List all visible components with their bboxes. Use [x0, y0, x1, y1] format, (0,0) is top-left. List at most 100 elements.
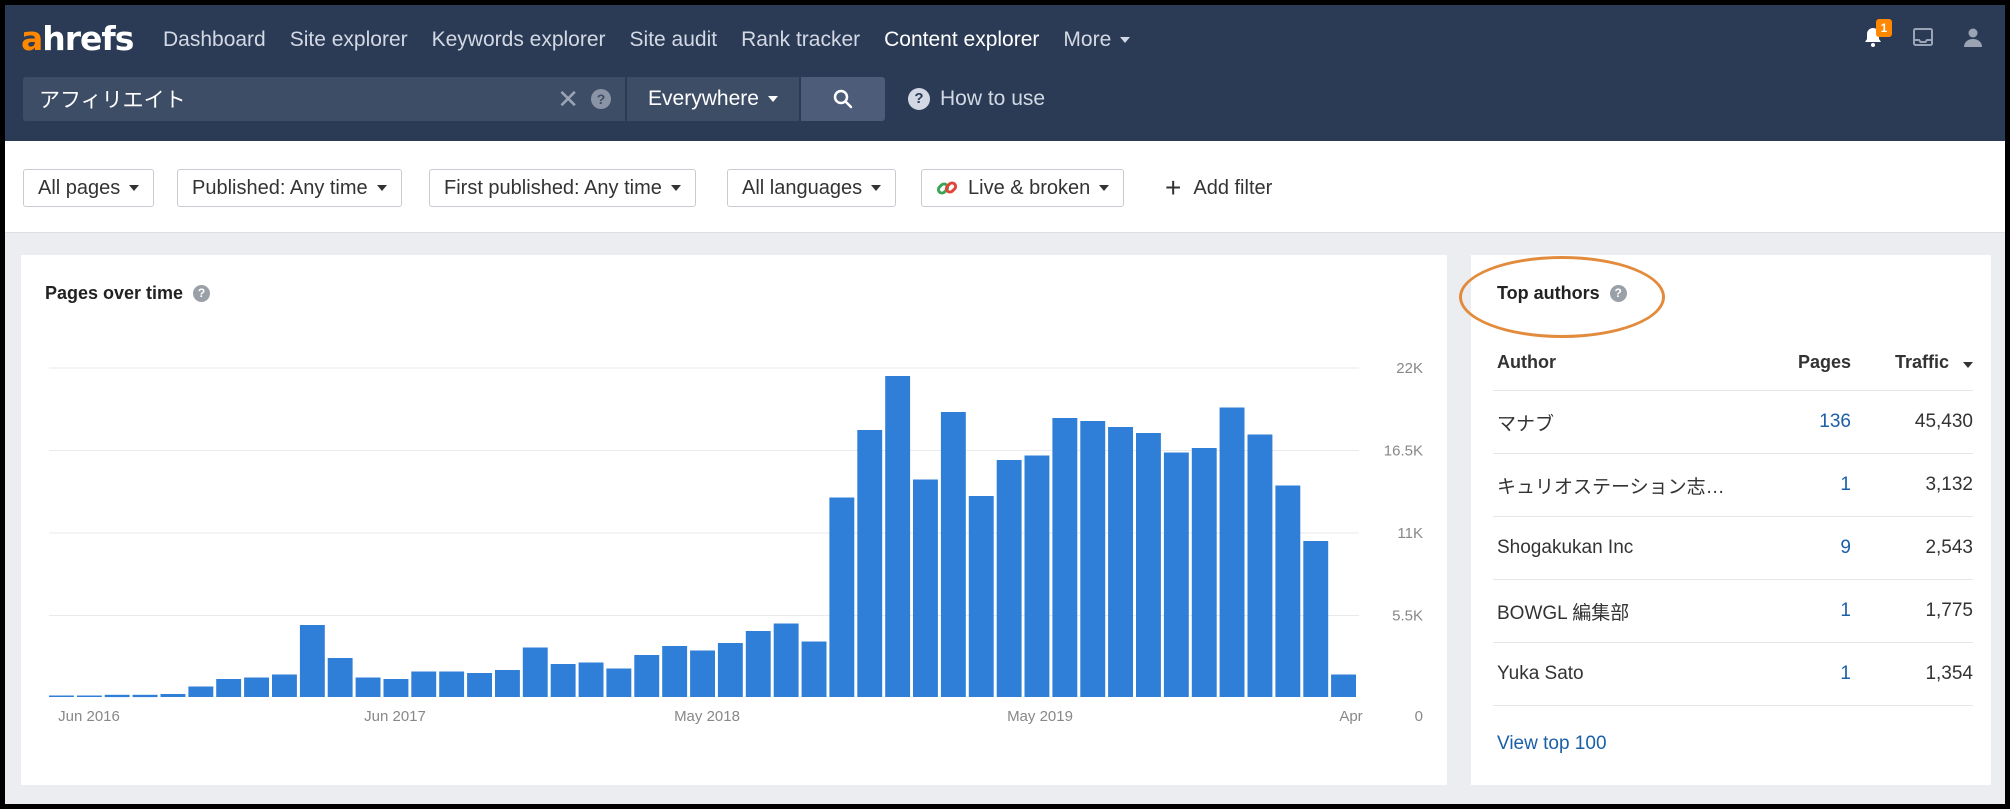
chart-bar[interactable] [690, 650, 715, 698]
add-filter-button[interactable]: + Add filter [1165, 169, 1272, 207]
chart-bar[interactable] [272, 674, 297, 698]
chart-bar[interactable] [188, 686, 214, 698]
filter-published-dropdown[interactable]: Published: Any time [177, 169, 402, 207]
chart-bar[interactable] [606, 668, 632, 698]
chart-bar[interactable] [439, 671, 465, 698]
author-pages[interactable]: 9 [1840, 537, 1851, 558]
chart-bar[interactable] [1108, 427, 1133, 697]
chart-bar[interactable] [132, 694, 158, 698]
chart-bar[interactable] [968, 496, 994, 697]
search-scope-dropdown[interactable]: Everywhere [627, 77, 799, 121]
chart-bar[interactable] [1163, 452, 1189, 698]
pages-over-time-panel: Pages over time ? 22K 16.5K 11K 5.5K 0 Jun 20… [21, 255, 1447, 785]
chart-bar[interactable] [411, 671, 437, 698]
search-query-text: アフィリエイト [39, 89, 186, 112]
col-author-header[interactable]: Author [1497, 352, 1556, 372]
chart-bar[interactable] [1080, 421, 1106, 697]
nav-site-explorer[interactable]: Site explorer [289, 28, 408, 51]
chart-bar[interactable] [662, 646, 688, 697]
chart-bar[interactable] [717, 643, 743, 697]
author-name[interactable]: キュリオステーション志… [1497, 476, 1725, 498]
chart-bar[interactable] [634, 655, 660, 697]
chart-bar[interactable] [49, 695, 74, 698]
author-pages[interactable]: 136 [1819, 411, 1851, 432]
chart-bar[interactable] [885, 376, 911, 697]
author-traffic: 45,430 [1914, 411, 1973, 432]
chart-bar[interactable] [244, 677, 269, 698]
nav-keywords-explorer[interactable]: Keywords explorer [431, 28, 606, 51]
author-name[interactable]: Shogakukan Inc [1497, 537, 1634, 558]
chart-bar[interactable] [996, 460, 1022, 697]
chart-bar[interactable] [1024, 455, 1050, 698]
chart-bar[interactable] [495, 670, 520, 697]
ahrefs-logo[interactable]: ahrefs [21, 19, 134, 58]
author-traffic: 2,543 [1925, 537, 1973, 558]
filter-first-published-dropdown[interactable]: First published: Any time [429, 169, 696, 207]
author-name[interactable]: BOWGL 編集部 [1497, 602, 1630, 624]
chart-bar[interactable] [578, 662, 604, 698]
search-icon [833, 89, 853, 109]
chart-bar[interactable] [76, 695, 102, 698]
chart-bar[interactable] [1303, 541, 1329, 697]
author-name[interactable]: Yuka Sato [1497, 663, 1584, 684]
chart-bar[interactable] [1191, 448, 1217, 697]
chart-bar[interactable] [160, 694, 186, 697]
chart-bar[interactable] [1247, 434, 1273, 698]
filter-pages-dropdown[interactable]: All pages [23, 169, 155, 207]
search-button[interactable] [801, 77, 885, 121]
nav-dashboard[interactable]: Dashboard [163, 28, 266, 51]
help-icon[interactable]: ? [193, 285, 211, 302]
chart-bar[interactable] [1219, 407, 1245, 698]
chart-bar[interactable] [355, 677, 381, 698]
filter-bar: All pages Published: Any time First publ… [5, 141, 2005, 233]
filter-live-broken-dropdown[interactable]: Live & broken [921, 169, 1125, 207]
chevron-down-icon [767, 96, 778, 102]
chart-bar[interactable] [913, 479, 938, 698]
col-pages-header[interactable]: Pages [1797, 352, 1851, 372]
chart-bar[interactable] [216, 679, 242, 697]
chart-bar[interactable] [1136, 433, 1161, 697]
chart-bar[interactable] [550, 664, 576, 697]
col-traffic-label: Traffic [1894, 352, 1949, 372]
inbox-button[interactable] [1909, 23, 1937, 51]
chart-title-text: Pages over time [45, 283, 184, 303]
chart-bar[interactable] [1052, 418, 1078, 697]
chart-bar[interactable] [940, 412, 966, 697]
chart-bar[interactable] [522, 647, 548, 698]
notifications-button[interactable]: 1 [1859, 19, 1892, 51]
view-top-100-link[interactable]: View top 100 [1497, 733, 1607, 754]
col-traffic-header[interactable]: Traffic [1851, 352, 1973, 373]
chart-bar[interactable] [857, 430, 883, 697]
plus-icon: + [1165, 172, 1182, 203]
chart-bar[interactable] [467, 673, 492, 697]
how-to-use-link[interactable]: ? How to use [908, 77, 1045, 121]
x-tick-label: Apr [1339, 708, 1362, 725]
search-input[interactable]: アフィリエイト ✕ ? [23, 77, 625, 121]
link-chain-icon [936, 181, 958, 195]
chart-bar[interactable] [1275, 485, 1301, 698]
nav-content-explorer[interactable]: Content explorer [884, 28, 1040, 51]
author-pages[interactable]: 1 [1840, 663, 1851, 684]
chart-bar[interactable] [745, 631, 771, 697]
search-help-icon[interactable]: ? [591, 89, 611, 109]
chart-bar[interactable] [801, 641, 827, 698]
chart-bar[interactable] [299, 625, 325, 697]
clear-search-icon[interactable]: ✕ [557, 84, 579, 114]
chart-bar[interactable] [1331, 674, 1356, 698]
author-name[interactable]: マナブ [1497, 413, 1555, 435]
chart-bar[interactable] [104, 694, 130, 698]
chart-bar[interactable] [383, 679, 409, 697]
account-button[interactable] [1959, 23, 1987, 51]
filter-languages-dropdown[interactable]: All languages [727, 169, 897, 207]
nav-rank-tracker[interactable]: Rank tracker [741, 28, 861, 51]
nav-more[interactable]: More [1063, 28, 1131, 52]
author-pages[interactable]: 1 [1840, 474, 1851, 495]
chart-bar[interactable] [829, 497, 855, 698]
nav-site-audit[interactable]: Site audit [629, 28, 718, 51]
author-pages[interactable]: 1 [1840, 600, 1851, 621]
sort-desc-icon [1963, 362, 1973, 368]
chevron-down-icon [1120, 37, 1131, 43]
chart-bar[interactable] [327, 658, 353, 697]
chart-bar[interactable] [773, 623, 799, 698]
notification-badge: 1 [1876, 19, 1892, 37]
